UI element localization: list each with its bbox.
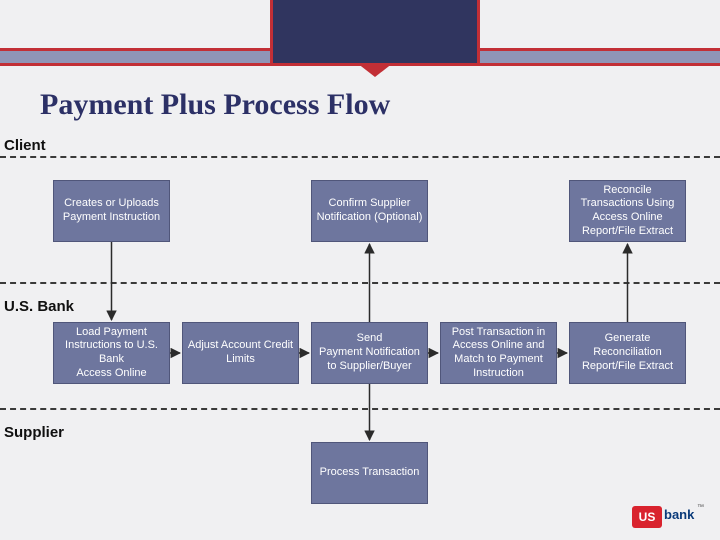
lane-divider <box>0 156 720 158</box>
logo-text: bank <box>664 507 694 522</box>
flow-box-b5: Generate Reconciliation Report/File Extr… <box>569 322 686 384</box>
flow-box-b2: Adjust Account Credit Limits <box>182 322 299 384</box>
flow-box-c1: Creates or Uploads Payment Instruction <box>53 180 170 242</box>
flow-box-b3: Send Payment Notification to Supplier/Bu… <box>311 322 428 384</box>
flow-box-s1: Process Transaction <box>311 442 428 504</box>
logo-tm: ™ <box>697 504 704 511</box>
flow-box-b1: Load Payment Instructions to U.S. Bank A… <box>53 322 170 384</box>
header-notch <box>270 0 480 66</box>
page-title: Payment Plus Process Flow <box>40 88 390 122</box>
lane-label: Supplier <box>4 424 64 441</box>
lane-divider <box>0 282 720 284</box>
logo-flag: US <box>632 506 662 528</box>
flow-box-b4: Post Transaction in Access Online and Ma… <box>440 322 557 384</box>
flow-box-c3: Reconcile Transactions Using Access Onli… <box>569 180 686 242</box>
flow-box-c2: Confirm Supplier Notification (Optional) <box>311 180 428 242</box>
usbank-logo: US bank ™ <box>632 504 702 530</box>
lane-label: U.S. Bank <box>4 298 74 315</box>
lane-label: Client <box>4 137 46 154</box>
lane-divider <box>0 408 720 410</box>
